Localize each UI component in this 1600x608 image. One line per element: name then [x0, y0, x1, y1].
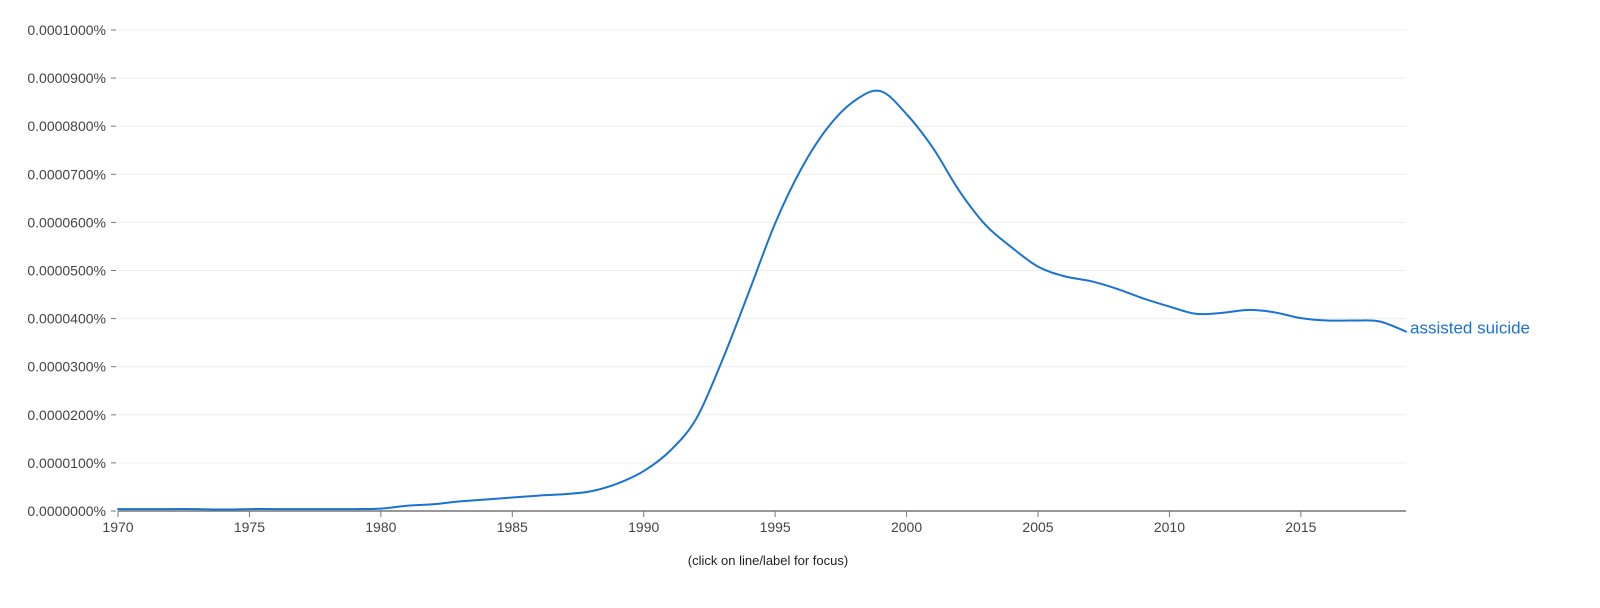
y-tick-label: 0.0000800% [27, 118, 106, 134]
y-tick-label: 0.0000400% [27, 311, 106, 327]
y-tick-label: 0.0000500% [27, 263, 106, 279]
x-tick-label: 2005 [1022, 519, 1053, 535]
y-tick-label: 0.0000600% [27, 214, 106, 230]
x-tick-label: 2015 [1285, 519, 1316, 535]
series-lines[interactable]: assisted suicide [117, 89, 1530, 511]
y-axis-ticks: 0.0000000% 0.0000100% 0.0000200% 0.0000300%… [27, 22, 116, 519]
y-tick-label: 0.0000300% [27, 359, 106, 375]
focus-hint: (click on line/label for focus) [688, 553, 848, 568]
grid-lines [118, 29, 1406, 464]
x-tick-label: 2000 [891, 519, 922, 535]
x-axis-ticks: 1970 1975 1980 1985 1990 1995 2000 2005 2010 2015 [102, 511, 1317, 535]
x-tick-label: 1980 [365, 519, 396, 535]
x-tick-label: 1970 [102, 519, 133, 535]
x-tick-label: 1985 [497, 519, 528, 535]
x-tick-label: 1995 [760, 519, 791, 535]
y-tick-label: 0.0000000% [27, 503, 106, 519]
y-tick-label: 0.0000900% [27, 70, 106, 86]
x-tick-label: 1975 [234, 519, 265, 535]
x-tick-label: 2010 [1154, 519, 1185, 535]
y-tick-label: 0.0000700% [27, 166, 106, 182]
x-tick-label: 1990 [628, 519, 659, 535]
series-line[interactable] [117, 89, 1407, 511]
y-tick-label: 0.0000200% [27, 407, 106, 423]
y-tick-label: 0.0000100% [27, 455, 106, 471]
y-tick-label: 0.0001000% [27, 22, 106, 38]
series-label[interactable]: assisted suicide [1410, 319, 1530, 338]
